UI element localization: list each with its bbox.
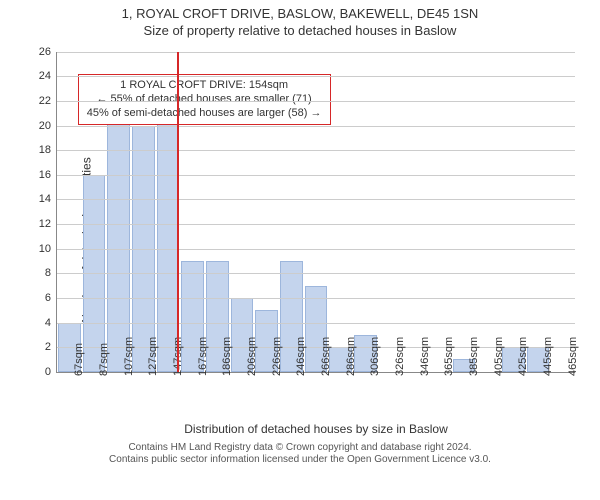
chart-area: Number of detached properties 1 ROYAL CR… xyxy=(0,40,600,440)
y-tick: 14 xyxy=(23,193,57,205)
bar xyxy=(107,113,130,371)
x-tick: 306sqm xyxy=(369,337,381,376)
x-tick: 266sqm xyxy=(320,337,332,376)
x-tick: 246sqm xyxy=(295,337,307,376)
gridline xyxy=(57,323,575,324)
y-tick: 26 xyxy=(23,46,57,58)
annotation-line3: 45% of semi-detached houses are larger (… xyxy=(87,107,322,121)
footer-line2: Contains public sector information licen… xyxy=(0,454,600,467)
y-tick: 6 xyxy=(23,292,57,304)
y-tick: 12 xyxy=(23,218,57,230)
gridline xyxy=(57,273,575,274)
gridline xyxy=(57,224,575,225)
x-tick: 385sqm xyxy=(468,337,480,376)
x-tick: 465sqm xyxy=(567,337,579,376)
title-address: 1, ROYAL CROFT DRIVE, BASLOW, BAKEWELL, … xyxy=(0,6,600,23)
x-tick: 87sqm xyxy=(98,343,110,376)
reference-line xyxy=(177,52,179,372)
gridline xyxy=(57,298,575,299)
x-tick: 445sqm xyxy=(542,337,554,376)
y-tick: 18 xyxy=(23,144,57,156)
y-tick: 20 xyxy=(23,120,57,132)
y-tick: 4 xyxy=(23,317,57,329)
annotation-line1: 1 ROYAL CROFT DRIVE: 154sqm xyxy=(87,79,322,93)
annotation-line2: ← 55% of detached houses are smaller (71… xyxy=(87,93,322,107)
x-tick: 226sqm xyxy=(271,337,283,376)
x-tick: 405sqm xyxy=(493,337,505,376)
y-tick: 10 xyxy=(23,243,57,255)
y-tick: 0 xyxy=(23,366,57,378)
y-tick: 2 xyxy=(23,341,57,353)
x-tick: 286sqm xyxy=(345,337,357,376)
title-subtitle: Size of property relative to detached ho… xyxy=(0,23,600,40)
x-tick: 365sqm xyxy=(443,337,455,376)
y-tick: 8 xyxy=(23,267,57,279)
gridline xyxy=(57,175,575,176)
gridline xyxy=(57,126,575,127)
x-tick: 127sqm xyxy=(147,337,159,376)
footer: Contains HM Land Registry data © Crown c… xyxy=(0,440,600,467)
x-tick: 107sqm xyxy=(123,337,135,376)
x-axis-label: Distribution of detached houses by size … xyxy=(57,422,575,436)
x-tick: 67sqm xyxy=(73,343,85,376)
x-tick: 425sqm xyxy=(517,337,529,376)
plot: 1 ROYAL CROFT DRIVE: 154sqm ← 55% of det… xyxy=(56,52,575,373)
x-tick: 167sqm xyxy=(197,337,209,376)
x-tick: 206sqm xyxy=(246,337,258,376)
gridline xyxy=(57,150,575,151)
title-block: 1, ROYAL CROFT DRIVE, BASLOW, BAKEWELL, … xyxy=(0,0,600,40)
x-tick: 186sqm xyxy=(221,337,233,376)
gridline xyxy=(57,76,575,77)
y-tick: 16 xyxy=(23,169,57,181)
footer-line1: Contains HM Land Registry data © Crown c… xyxy=(0,442,600,455)
annotation-box: 1 ROYAL CROFT DRIVE: 154sqm ← 55% of det… xyxy=(78,74,331,125)
gridline xyxy=(57,101,575,102)
y-tick: 22 xyxy=(23,95,57,107)
gridline xyxy=(57,199,575,200)
x-tick: 346sqm xyxy=(419,337,431,376)
gridline xyxy=(57,249,575,250)
x-tick: 326sqm xyxy=(394,337,406,376)
y-tick: 24 xyxy=(23,70,57,82)
gridline xyxy=(57,52,575,53)
